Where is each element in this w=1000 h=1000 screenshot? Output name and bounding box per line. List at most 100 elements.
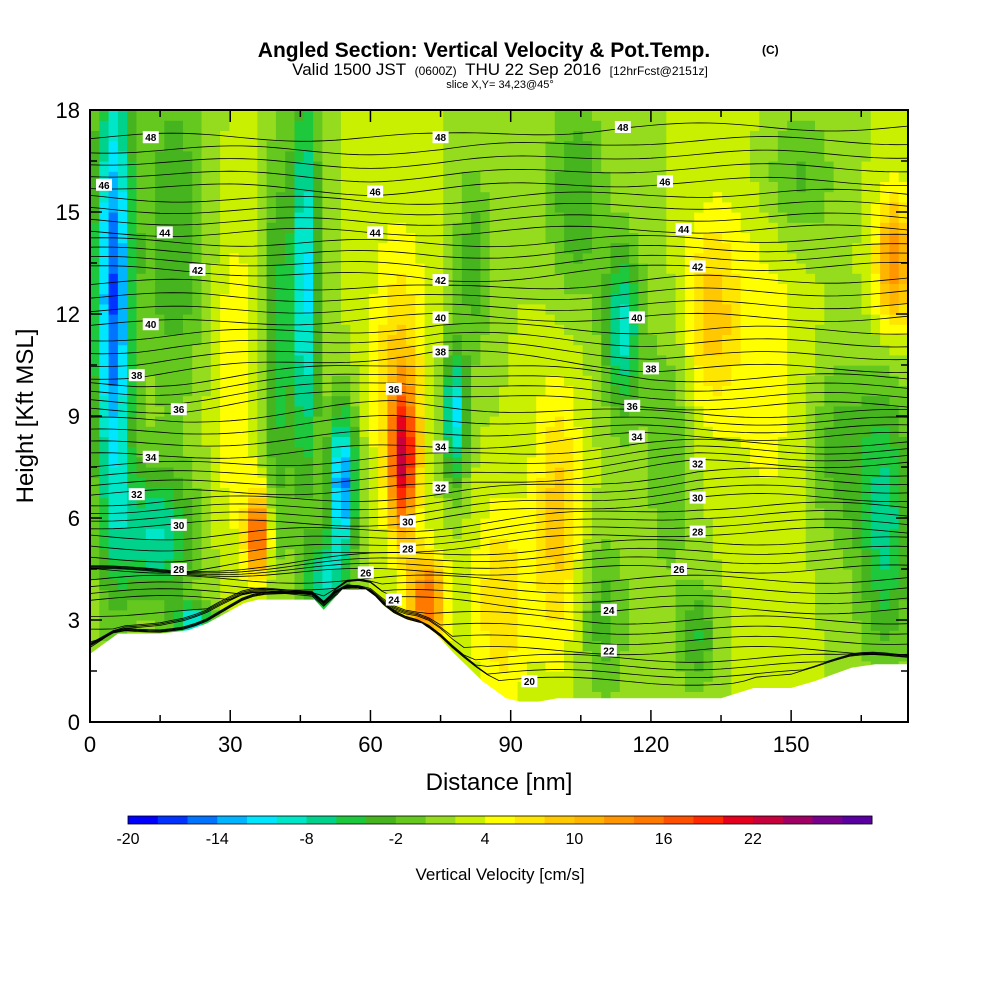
- velocity-cell: [805, 354, 816, 366]
- velocity-cell: [471, 436, 482, 448]
- velocity-cell: [396, 130, 407, 142]
- velocity-cell: [443, 212, 454, 223]
- velocity-cell: [192, 324, 203, 335]
- velocity-cell: [833, 456, 844, 468]
- velocity-cell: [740, 140, 751, 152]
- velocity-cell: [601, 293, 612, 305]
- velocity-cell: [294, 334, 305, 346]
- velocity-cell: [210, 242, 221, 254]
- velocity-cell: [164, 130, 175, 142]
- velocity-cell: [731, 201, 742, 213]
- velocity-cell: [90, 620, 100, 631]
- velocity-cell: [285, 181, 296, 193]
- velocity-cell: [387, 354, 398, 366]
- velocity-cell: [657, 232, 667, 244]
- velocity-cell: [238, 507, 249, 519]
- velocity-cell: [554, 426, 565, 437]
- velocity-cell: [545, 263, 556, 274]
- velocity-cell: [340, 191, 351, 203]
- velocity-cell: [517, 426, 528, 437]
- velocity-cell: [285, 191, 296, 203]
- velocity-cell: [275, 405, 286, 417]
- velocity-cell: [238, 222, 249, 233]
- velocity-cell: [480, 365, 491, 376]
- velocity-cell: [294, 181, 305, 193]
- velocity-cell: [443, 161, 454, 172]
- velocity-cell: [313, 344, 323, 356]
- velocity-cell: [722, 222, 732, 233]
- velocity-cell: [499, 120, 509, 131]
- velocity-cell: [322, 426, 333, 437]
- velocity-cell: [619, 191, 630, 203]
- velocity-cell: [647, 538, 658, 550]
- velocity-cell: [108, 324, 119, 335]
- velocity-cell: [415, 324, 426, 335]
- velocity-cell: [675, 416, 686, 427]
- velocity-cell: [499, 528, 509, 539]
- velocity-cell: [192, 375, 203, 386]
- velocity-cell: [842, 273, 853, 284]
- velocity-cell: [591, 507, 602, 519]
- velocity-cell: [722, 130, 732, 142]
- velocity-cell: [657, 538, 667, 550]
- velocity-cell: [201, 334, 212, 346]
- velocity-cell: [675, 681, 686, 692]
- velocity-cell: [415, 303, 426, 315]
- velocity-cell: [368, 120, 379, 131]
- velocity-cell: [619, 671, 630, 682]
- velocity-cell: [601, 528, 612, 539]
- velocity-cell: [554, 181, 565, 193]
- velocity-cell: [517, 110, 528, 121]
- velocity-cell: [796, 579, 807, 590]
- velocity-cell: [842, 344, 853, 356]
- velocity-cell: [601, 120, 612, 131]
- velocity-cell: [433, 497, 444, 509]
- velocity-cell: [99, 497, 110, 509]
- velocity-cell: [220, 599, 231, 611]
- velocity-cell: [136, 110, 147, 121]
- velocity-cell: [359, 395, 370, 407]
- velocity-cell: [852, 303, 863, 315]
- chart-title: Angled Section: Vertical Velocity & Pot.…: [258, 39, 710, 62]
- velocity-cell: [675, 599, 686, 611]
- velocity-cell: [517, 375, 528, 386]
- velocity-cell: [406, 446, 416, 458]
- velocity-cell: [210, 120, 221, 131]
- velocity-cell: [749, 589, 760, 601]
- velocity-cell: [145, 477, 156, 488]
- velocity-cell: [842, 538, 853, 550]
- velocity-cell: [564, 467, 574, 478]
- subtitle-valid: Valid 1500 JST: [292, 60, 406, 79]
- velocity-cell: [415, 446, 426, 458]
- velocity-cell: [694, 395, 705, 407]
- velocity-cell: [815, 385, 825, 397]
- velocity-cell: [573, 558, 584, 570]
- velocity-cell: [796, 436, 807, 448]
- velocity-cell: [368, 426, 379, 437]
- velocity-cell: [833, 436, 844, 448]
- velocity-cell: [248, 548, 258, 560]
- velocity-cell: [703, 671, 714, 682]
- velocity-cell: [554, 436, 565, 448]
- velocity-cell: [759, 630, 770, 641]
- velocity-cell: [768, 354, 779, 366]
- velocity-cell: [787, 609, 798, 621]
- velocity-cell: [842, 558, 853, 570]
- velocity-cell: [591, 518, 602, 529]
- velocity-cell: [815, 630, 825, 641]
- velocity-cell: [852, 446, 863, 458]
- velocity-cell: [508, 538, 519, 550]
- velocity-cell: [406, 477, 416, 488]
- velocity-cell: [387, 314, 398, 325]
- velocity-cell: [387, 477, 398, 488]
- velocity-cell: [313, 150, 323, 162]
- velocity-cell: [406, 242, 416, 254]
- velocity-cell: [285, 283, 296, 295]
- velocity-cell: [657, 436, 667, 448]
- velocity-cell: [694, 589, 705, 601]
- velocity-cell: [638, 344, 649, 356]
- velocity-cell: [852, 609, 863, 621]
- velocity-cell: [703, 171, 714, 182]
- velocity-cell: [749, 599, 760, 611]
- velocity-cell: [796, 569, 807, 580]
